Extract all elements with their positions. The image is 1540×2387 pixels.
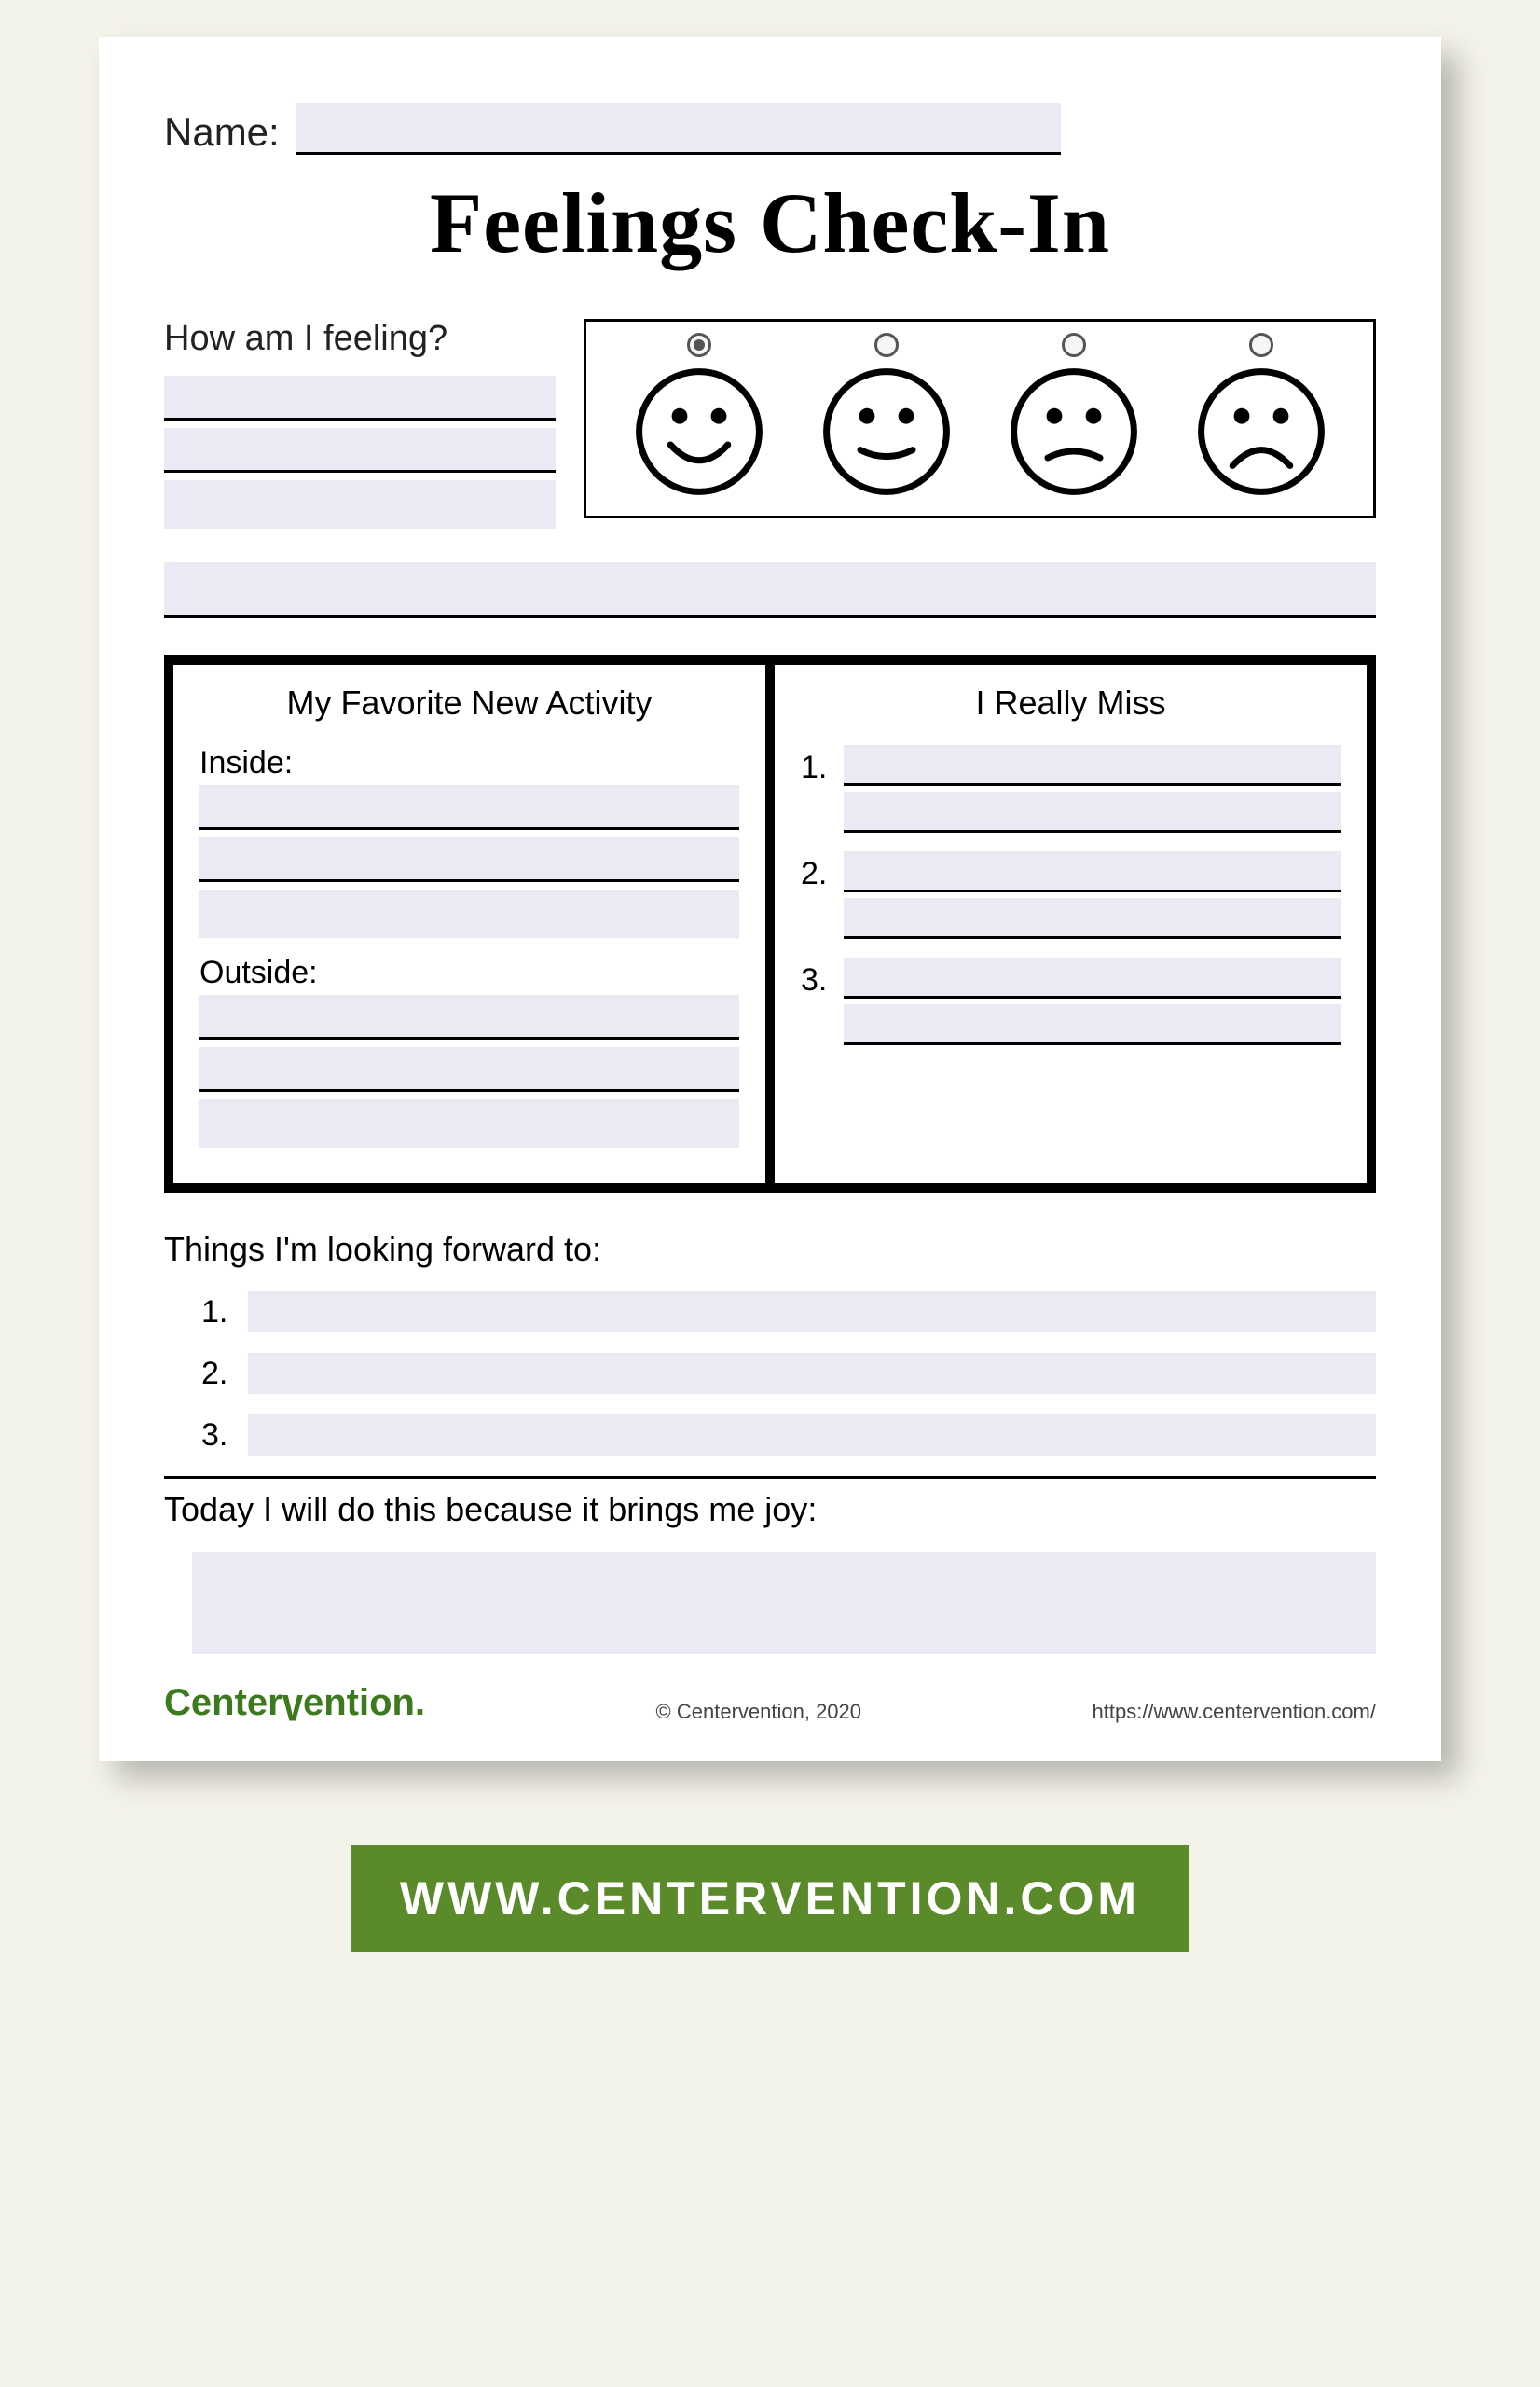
text-line[interactable] [164, 480, 556, 529]
text-line[interactable] [199, 995, 739, 1040]
inside-label: Inside: [199, 745, 739, 781]
footer: Centervention. © Centervention, 2020 htt… [164, 1682, 1376, 1724]
joy-input[interactable] [192, 1552, 1376, 1654]
banner: WWW.CENTERVENTION.COM [351, 1845, 1189, 1952]
content-face-icon [821, 366, 952, 497]
joy-label: Today I will do this because it brings m… [164, 1490, 1376, 1529]
forward-row-2: 2. [201, 1353, 1376, 1394]
forward-section: Things I'm looking forward to: 1. 2. 3. [164, 1230, 1376, 1456]
panel-really-miss: I Really Miss 1. 2. 3. [765, 665, 1367, 1183]
feeling-section: How am I feeling? [164, 319, 1376, 536]
row-number: 2. [801, 856, 834, 892]
text-line[interactable] [844, 792, 1341, 833]
footer-url: https://www.centervention.com/ [1093, 1700, 1376, 1724]
feeling-question: How am I feeling? [164, 319, 556, 536]
meh-face-icon [1009, 366, 1139, 497]
text-line[interactable] [248, 1414, 1376, 1456]
divider [164, 1476, 1376, 1479]
text-line[interactable] [844, 898, 1341, 939]
miss-row-2: 2. [801, 851, 1341, 892]
face-option-meh[interactable] [1009, 333, 1139, 497]
text-line[interactable] [164, 376, 556, 421]
text-line[interactable] [199, 785, 739, 830]
text-line[interactable] [844, 1004, 1341, 1045]
miss-row-3: 3. [801, 958, 1341, 999]
sad-face-icon [1196, 366, 1327, 497]
logo: Centervention. [164, 1682, 425, 1724]
text-line[interactable] [248, 1291, 1376, 1332]
page-title: Feelings Check-In [164, 173, 1376, 272]
text-line[interactable] [844, 745, 1341, 786]
row-number: 3. [201, 1417, 233, 1454]
text-line[interactable] [199, 1099, 739, 1148]
name-row: Name: [164, 103, 1376, 155]
text-line[interactable] [248, 1353, 1376, 1394]
name-input[interactable] [296, 103, 1061, 155]
forward-row-3: 3. [201, 1414, 1376, 1456]
how-feeling-label: How am I feeling? [164, 319, 556, 359]
forward-label: Things I'm looking forward to: [164, 1230, 1376, 1269]
text-line[interactable] [199, 1047, 739, 1092]
radio-icon[interactable] [687, 333, 711, 357]
panel-favorite-activity: My Favorite New Activity Inside: Outside… [173, 665, 765, 1183]
two-panel: My Favorite New Activity Inside: Outside… [164, 655, 1376, 1193]
panel-title: I Really Miss [801, 683, 1341, 723]
radio-icon[interactable] [1062, 333, 1086, 357]
face-option-content[interactable] [821, 333, 952, 497]
name-label: Name: [164, 110, 280, 155]
text-line[interactable] [844, 958, 1341, 999]
radio-icon[interactable] [874, 333, 899, 357]
face-option-sad[interactable] [1196, 333, 1327, 497]
happy-face-icon [634, 366, 764, 497]
feeling-lines [164, 376, 556, 529]
inside-lines [199, 785, 739, 938]
radio-icon[interactable] [1249, 333, 1273, 357]
text-line[interactable] [844, 851, 1341, 892]
copyright: © Centervention, 2020 [656, 1700, 861, 1724]
miss-row-1: 1. [801, 745, 1341, 786]
text-line[interactable] [199, 837, 739, 882]
row-number: 2. [201, 1356, 233, 1392]
row-number: 3. [801, 962, 834, 999]
row-number: 1. [801, 750, 834, 786]
text-line[interactable] [199, 890, 739, 938]
worksheet-page: Name: Feelings Check-In How am I feeling… [99, 37, 1441, 1761]
feeling-wide-input[interactable] [164, 562, 1376, 618]
forward-row-1: 1. [201, 1291, 1376, 1332]
face-option-happy[interactable] [634, 333, 764, 497]
panel-title: My Favorite New Activity [199, 683, 739, 723]
row-number: 1. [201, 1294, 233, 1331]
faces-box [584, 319, 1376, 518]
text-line[interactable] [164, 428, 556, 473]
outside-lines [199, 995, 739, 1148]
outside-label: Outside: [199, 955, 739, 991]
